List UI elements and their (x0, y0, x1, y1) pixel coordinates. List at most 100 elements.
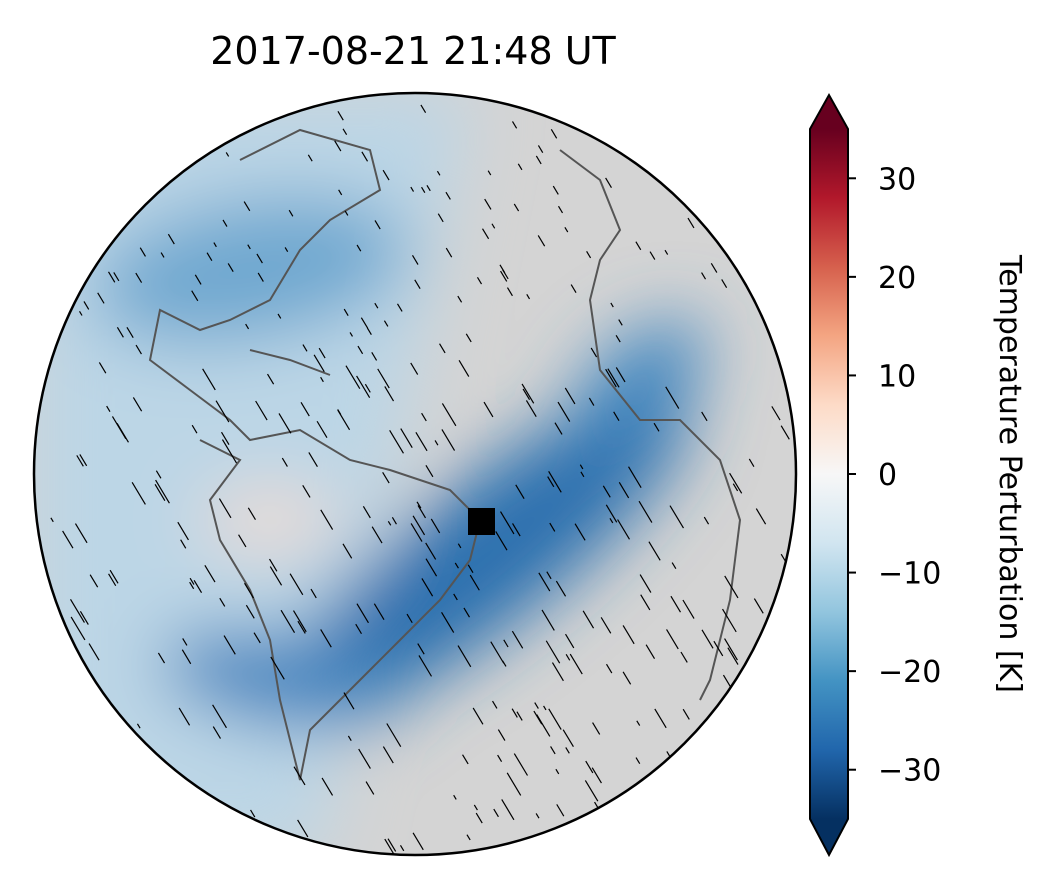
wind-mark (682, 599, 695, 619)
wind-mark (605, 368, 617, 388)
wind-mark (732, 483, 739, 492)
wind-mark (503, 639, 509, 648)
wind-mark (515, 484, 525, 499)
wind-mark (713, 640, 724, 657)
wind-mark (364, 383, 371, 393)
wind-mark (605, 504, 618, 523)
wind-mark (245, 604, 255, 619)
wind-mark (618, 481, 630, 499)
wind-mark (564, 387, 576, 405)
title: 2017-08-21 21:48 UT (210, 29, 616, 73)
wind-mark (223, 635, 236, 655)
wind-mark (556, 804, 565, 817)
wind-mark (639, 574, 652, 593)
wind-mark (562, 729, 574, 748)
wind-mark (374, 220, 381, 230)
wind-mark (467, 564, 474, 574)
wind-mark (219, 597, 226, 607)
wind-mark (417, 643, 425, 655)
wind-mark (600, 617, 612, 634)
wind-mark (552, 185, 559, 195)
wind-mark (79, 454, 88, 467)
wind-mark (537, 235, 546, 247)
wind-mark (495, 531, 508, 551)
wind-mark (445, 191, 451, 200)
wind-mark (270, 656, 285, 680)
wind-mark (69, 599, 85, 623)
wind-mark (337, 110, 344, 121)
wind-mark (463, 607, 471, 618)
wind-mark (475, 812, 483, 824)
wind-mark (421, 412, 427, 422)
wind-mark (342, 543, 353, 559)
wind-mark (266, 373, 275, 385)
wind-mark (371, 352, 378, 361)
wind-mark (666, 629, 679, 650)
wind-mark (638, 500, 653, 523)
wind-mark (648, 541, 661, 561)
wind-mark (247, 244, 251, 250)
wind-mark (374, 302, 379, 309)
wind-mark (178, 707, 191, 726)
wind-mark (307, 154, 313, 162)
wind-mark (202, 368, 216, 391)
wind-mark (288, 209, 294, 217)
wind-mark (108, 573, 117, 587)
wind-mark (337, 409, 351, 431)
wind-mark (609, 517, 614, 524)
wind-mark (349, 332, 353, 337)
wind-mark (522, 388, 531, 401)
wind-mark (511, 121, 518, 129)
wind-mark (635, 757, 641, 765)
wind-mark (701, 629, 714, 649)
wind-mark (342, 128, 348, 136)
wind-mark (412, 832, 424, 851)
colorbar-tick-label: 0 (878, 458, 897, 493)
wind-mark (116, 327, 124, 338)
wind-mark (547, 476, 555, 488)
wind-mark (136, 723, 141, 729)
wind-mark (511, 630, 524, 649)
wind-mark (617, 519, 631, 540)
wind-mark (356, 375, 371, 398)
wind-mark (225, 152, 230, 157)
wind-mark (579, 464, 584, 470)
wind-mark (492, 700, 498, 709)
wind-mark (182, 638, 188, 646)
wind-mark (753, 598, 764, 614)
wind-mark (484, 198, 492, 210)
wind-mark (244, 582, 254, 599)
wind-mark (109, 569, 119, 584)
wind-mark (321, 777, 334, 796)
wind-mark (546, 571, 552, 580)
wind-mark (487, 170, 492, 176)
wind-mark (476, 276, 483, 285)
wind-mark (569, 653, 583, 675)
wind-mark (724, 575, 739, 599)
wind-mark (605, 663, 613, 674)
wind-mark (607, 368, 620, 388)
wind-mark (721, 608, 737, 633)
wind-mark (302, 484, 311, 498)
wind-mark (415, 431, 428, 452)
wind-mark (425, 558, 438, 577)
wind-mark (220, 431, 230, 445)
wind-mark (555, 580, 567, 597)
wind-mark (383, 320, 389, 327)
wind-mark (570, 284, 577, 294)
wind-mark (284, 247, 289, 252)
wind-mark (74, 523, 88, 544)
wind-mark (622, 625, 635, 645)
wind-mark (669, 505, 684, 529)
wind-mark (343, 308, 349, 316)
wind-mark (729, 472, 743, 494)
wind-mark (343, 692, 355, 710)
wind-mark (441, 403, 457, 427)
wind-mark (521, 383, 535, 404)
wind-mark (338, 189, 343, 196)
wind-mark (361, 151, 369, 162)
wind-mark (635, 241, 642, 251)
wind-mark (550, 746, 556, 755)
wind-mark (687, 217, 695, 229)
wind-mark (462, 754, 469, 765)
